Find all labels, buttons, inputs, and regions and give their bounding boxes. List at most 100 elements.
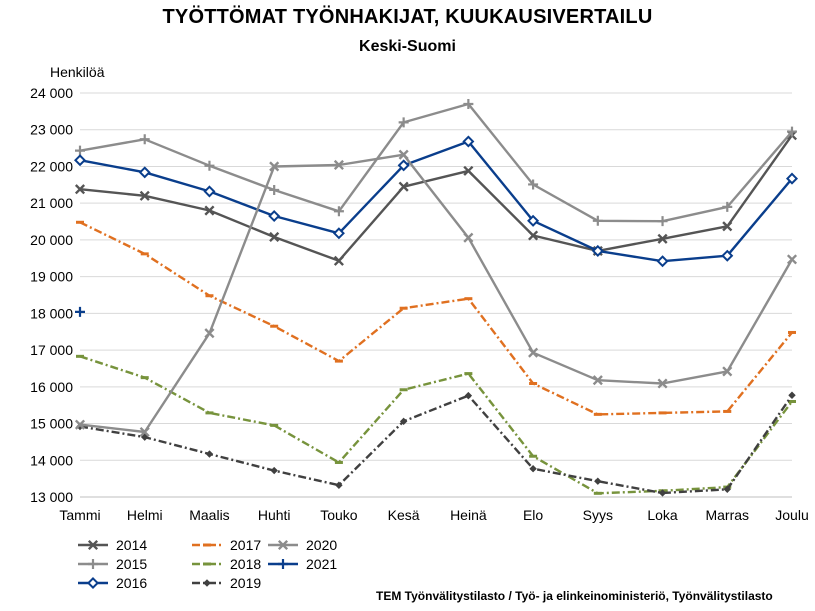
legend-label: 2015	[116, 556, 147, 572]
data-point-x	[74, 184, 86, 195]
data-point-x	[657, 233, 668, 244]
data-point-diamond	[138, 166, 151, 179]
data-point-diamond	[397, 159, 410, 172]
data-point-diamond	[86, 576, 100, 590]
y-tick-label: 17 000	[30, 342, 73, 358]
x-tick-label: Loka	[647, 507, 678, 523]
series-lines	[73, 99, 799, 497]
data-point-x	[657, 378, 668, 389]
series-line	[79, 394, 793, 495]
data-point-x	[204, 205, 215, 216]
data-point-diamond	[73, 154, 87, 167]
y-tick-label: 20 000	[30, 232, 73, 248]
data-point-dot	[464, 391, 473, 400]
data-point-x	[269, 231, 280, 243]
series-line	[79, 102, 793, 223]
series-line	[79, 140, 793, 263]
series-2014	[74, 130, 798, 266]
x-tick-label: Elo	[523, 507, 543, 523]
data-point-x	[204, 328, 215, 339]
data-point-plus	[269, 184, 280, 195]
y-tick-label: 19 000	[30, 269, 73, 285]
data-point-diamond	[591, 244, 604, 257]
series-2019	[76, 391, 796, 497]
series-2018	[76, 354, 796, 495]
data-point-x	[139, 426, 150, 438]
x-tick-label: Joulu	[775, 507, 808, 523]
data-point-plus	[75, 306, 85, 317]
legend-label: 2016	[116, 575, 147, 591]
y-tick-label: 14 000	[30, 452, 73, 468]
data-point-x	[786, 254, 798, 265]
data-point-x	[333, 159, 344, 171]
series-2020	[74, 149, 798, 438]
data-point-plus	[463, 99, 474, 110]
data-point-x	[87, 539, 99, 551]
legend: 2014 2015 2016 2017 2018 2019 2020 2021	[78, 537, 337, 591]
data-point-diamond	[462, 135, 475, 148]
legend-item-2021: 2021	[268, 556, 337, 572]
data-point-x	[139, 190, 150, 201]
data-point-diamond	[656, 255, 669, 268]
data-point-dot	[205, 450, 214, 458]
data-point-dot	[203, 579, 211, 587]
data-point-dot	[529, 465, 537, 473]
x-tick-label: Huhti	[258, 507, 291, 523]
data-point-plus	[88, 559, 98, 569]
legend-label: 2019	[230, 575, 261, 591]
x-tick-label: Heinä	[450, 507, 487, 523]
data-point-x	[722, 221, 733, 232]
data-point-dot	[270, 466, 278, 475]
data-point-dot	[788, 391, 796, 399]
data-point-x	[528, 230, 539, 241]
y-tick-label: 13 000	[30, 489, 73, 505]
data-point-diamond	[527, 214, 540, 227]
data-point-plus	[139, 134, 150, 145]
data-point-x	[74, 419, 86, 430]
data-point-dot	[594, 477, 602, 485]
series-line	[79, 153, 794, 434]
x-tick-label: Touko	[320, 507, 358, 523]
source-note: TEM Työnvälitystilasto / Työ- ja elinkei…	[376, 589, 773, 603]
x-tick-label: Tammi	[59, 507, 100, 523]
y-tick-label: 18 000	[30, 305, 73, 321]
series-line	[79, 221, 793, 416]
chart-subtitle: Keski-Suomi	[359, 38, 456, 55]
legend-item-2018: 2018	[192, 556, 261, 572]
series-line	[79, 134, 793, 262]
data-point-x	[269, 161, 280, 172]
data-point-diamond	[721, 249, 734, 262]
legend-label: 2021	[306, 556, 337, 572]
y-tick-label: 22 000	[30, 158, 73, 174]
data-point-plus	[75, 145, 85, 156]
data-point-diamond	[785, 172, 799, 185]
legend-item-2017: 2017	[192, 537, 261, 553]
y-tick-label: 15 000	[30, 416, 73, 432]
data-point-x	[398, 149, 409, 160]
data-point-dot	[723, 485, 731, 493]
y-axis-label: Henkilöä	[50, 64, 105, 80]
legend-label: 2014	[116, 537, 147, 553]
legend-item-2020: 2020	[268, 537, 337, 553]
data-point-dot	[399, 417, 408, 426]
data-point-plus	[204, 160, 215, 171]
x-tick-label: Helmi	[127, 507, 163, 523]
legend-label: 2020	[306, 537, 337, 553]
x-tick-label: Maalis	[189, 507, 229, 523]
series-2016	[73, 135, 799, 268]
legend-label: 2018	[230, 556, 261, 572]
data-point-x	[592, 375, 603, 386]
y-tick-labels: 13 000 14 000 15 000 16 000 17 000 18 000 19 0…	[30, 85, 73, 505]
legend-item-2014: 2014	[78, 537, 147, 553]
gridlines	[80, 92, 792, 498]
series-2021	[75, 306, 85, 317]
y-tick-label: 21 000	[30, 195, 73, 211]
data-point-x	[528, 347, 539, 358]
data-point-diamond	[203, 185, 216, 198]
data-point-x	[277, 539, 289, 551]
x-tick-label: Syys	[583, 507, 613, 523]
data-point-x	[333, 255, 344, 266]
y-tick-label: 24 000	[30, 85, 73, 101]
data-point-plus	[528, 179, 539, 190]
